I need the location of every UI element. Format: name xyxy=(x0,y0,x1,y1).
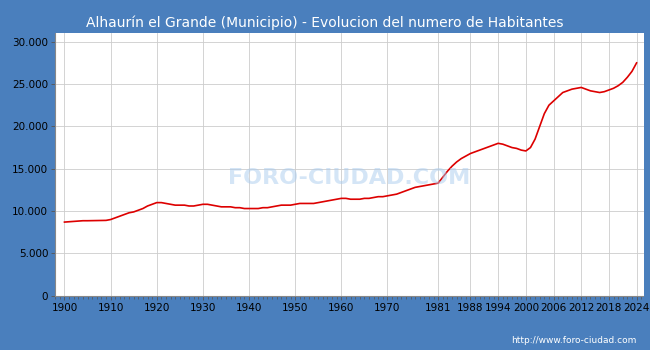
Text: FORO-CIUDAD.COM: FORO-CIUDAD.COM xyxy=(228,168,471,188)
Text: http://www.foro-ciudad.com: http://www.foro-ciudad.com xyxy=(512,336,637,345)
Text: Alhaurín el Grande (Municipio) - Evolucion del numero de Habitantes: Alhaurín el Grande (Municipio) - Evoluci… xyxy=(86,16,564,30)
